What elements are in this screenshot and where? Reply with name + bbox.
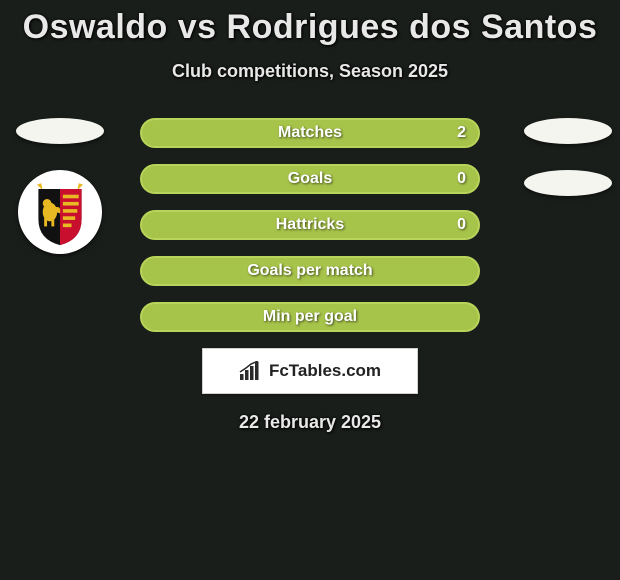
comparison-panel: Matches 2 Goals 0 Hattricks 0 Goals per match M… — [0, 118, 620, 433]
stat-rows: Matches 2 Goals 0 Hattricks 0 Goals per match M… — [140, 118, 480, 332]
stat-value-right: 0 — [457, 170, 466, 188]
shield-icon — [24, 176, 96, 248]
stat-label: Goals per match — [247, 262, 372, 280]
stat-row-hattricks: Hattricks 0 — [140, 210, 480, 240]
flag-placeholder-right-2 — [524, 170, 612, 196]
stat-row-min-per-goal: Min per goal — [140, 302, 480, 332]
stat-label: Hattricks — [276, 216, 344, 234]
date-text: 22 february 2025 — [0, 412, 620, 433]
flag-placeholder-right-1 — [524, 118, 612, 144]
stat-row-goals-per-match: Goals per match — [140, 256, 480, 286]
stat-row-matches: Matches 2 — [140, 118, 480, 148]
stat-row-goals: Goals 0 — [140, 164, 480, 194]
page-subtitle: Club competitions, Season 2025 — [0, 61, 620, 82]
club-crest-left — [18, 170, 102, 254]
stat-value-right: 0 — [457, 216, 466, 234]
bar-chart-icon — [239, 361, 263, 381]
brand-text: FcTables.com — [269, 361, 381, 381]
page-title: Oswaldo vs Rodrigues dos Santos — [0, 0, 620, 47]
stat-label: Goals — [288, 170, 332, 188]
brand-badge: FcTables.com — [202, 348, 418, 394]
flag-placeholder-left-1 — [16, 118, 104, 144]
stat-label: Min per goal — [263, 308, 357, 326]
stat-value-right: 2 — [457, 124, 466, 142]
stat-label: Matches — [278, 124, 342, 142]
